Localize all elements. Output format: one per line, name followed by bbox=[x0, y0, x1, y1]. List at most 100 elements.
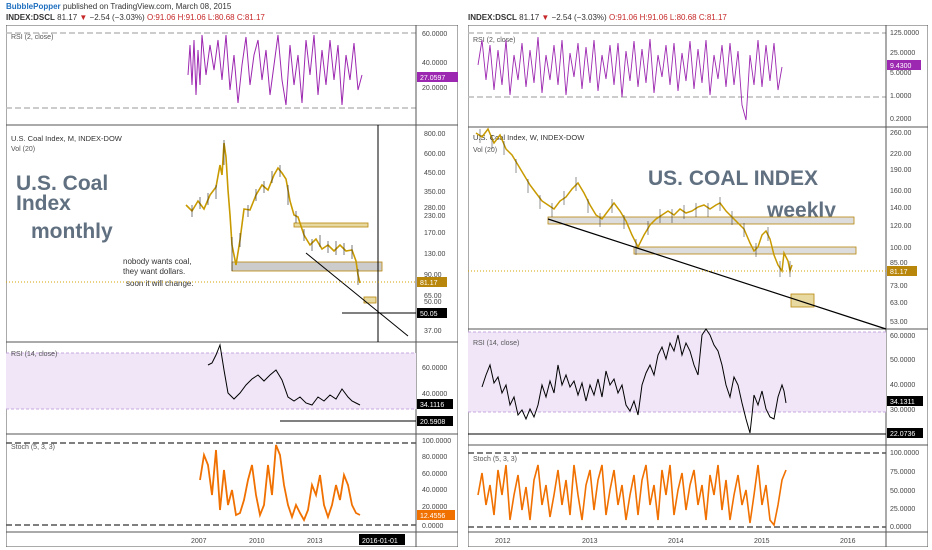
left-price-line bbox=[185, 142, 361, 284]
right-main-tick-260: 260.00 bbox=[890, 130, 912, 137]
left-change: −2.54 (−3.03%) bbox=[89, 13, 145, 22]
right-main-tick-120: 120.00 bbox=[890, 223, 912, 230]
right-stoch-tick-25: 25.0000 bbox=[890, 506, 915, 513]
left-price-bars bbox=[191, 140, 359, 285]
right-main-title: U.S. Coal Index, W, INDEX-DOW bbox=[473, 133, 585, 142]
left-vol-label: Vol (20) bbox=[11, 146, 35, 153]
right-big-title-1: US. COAL INDEX bbox=[648, 167, 818, 190]
left-main-tick-280: 280.00 bbox=[424, 205, 446, 212]
down-arrow-icon: ▼ bbox=[541, 13, 550, 22]
left-rsi14-low: 20.5908 bbox=[420, 419, 445, 426]
right-change: −2.54 (−3.03%) bbox=[551, 13, 607, 22]
left-main-tick-350: 350.00 bbox=[424, 189, 446, 196]
left-rsi2-tick-60: 60.0000 bbox=[422, 31, 447, 38]
left-target-label: 50.05 bbox=[420, 311, 438, 318]
left-rsi2-value: 27.0597 bbox=[420, 75, 445, 82]
right-big-title-2: weekly bbox=[766, 199, 836, 222]
support-box bbox=[231, 261, 383, 272]
published-text: published on TradingView.com, March 08, … bbox=[62, 2, 232, 11]
right-main-tick-140: 140.00 bbox=[890, 205, 912, 212]
left-rsi2-pane: RSI (2, close) 60.0000 40.0000 20.0000 2… bbox=[6, 25, 458, 126]
left-main-tick-230: 230.00 bbox=[424, 213, 446, 220]
note-3: soon it will change. bbox=[126, 279, 194, 288]
note-2: they want dollars. bbox=[123, 267, 185, 276]
right-high: H:91.06 bbox=[639, 13, 668, 22]
left-rsi14-title: RSI (14, close) bbox=[11, 351, 57, 358]
left-xaxis: 2007 2010 2013 2016-01-01 bbox=[6, 531, 458, 545]
left-main-pane: U.S. Coal Index, M, INDEX-DOW Vol (20) U… bbox=[6, 125, 458, 547]
left-close: C:81.17 bbox=[236, 13, 265, 22]
note-1: nobody wants coal, bbox=[123, 257, 192, 266]
left-main-tick-130: 130.00 bbox=[424, 251, 446, 258]
right-xaxis-2012: 2012 bbox=[495, 538, 511, 545]
right-stoch-tick-50: 50.0000 bbox=[890, 488, 915, 495]
right-rsi14-line bbox=[481, 328, 787, 434]
left-main-tick-50: 50.00 bbox=[424, 299, 442, 306]
right-rsi14-tick-60: 60.0000 bbox=[890, 333, 915, 340]
left-rsi14-tick-40: 40.0000 bbox=[422, 391, 447, 398]
right-xaxis-2015: 2015 bbox=[754, 538, 770, 545]
left-open: O:91.06 bbox=[146, 13, 176, 22]
left-rsi14-tick-60: 60.0000 bbox=[422, 365, 447, 372]
author-link[interactable]: BubblePopper bbox=[6, 2, 61, 11]
right-rsi2-tick-125: 125.0000 bbox=[890, 30, 919, 37]
right-stoch-title: Stoch (5, 3, 3) bbox=[473, 456, 517, 463]
right-chart: RSI (2, close) 125.0000 25.0000 5.0000 1… bbox=[468, 25, 928, 547]
left-main-tick-37: 37.00 bbox=[424, 328, 442, 335]
right-main-tick-160: 160.00 bbox=[890, 188, 912, 195]
left-big-title-2: Index bbox=[16, 192, 71, 215]
left-high: H:91.06 bbox=[177, 13, 206, 22]
right-stoch-tick-75: 75.0000 bbox=[890, 469, 915, 476]
left-price-label: 81.17 bbox=[420, 280, 438, 287]
right-rsi14-tick-40: 40.0000 bbox=[890, 382, 915, 389]
left-main-tick-65: 65.00 bbox=[424, 293, 442, 300]
right-last: 81.17 bbox=[519, 13, 540, 22]
right-low: L:80.68 bbox=[669, 13, 697, 22]
left-xaxis-2013: 2013 bbox=[307, 538, 323, 545]
right-main-tick-85: 85.00 bbox=[890, 260, 908, 267]
right-rsi14-value: 34.1311 bbox=[890, 399, 915, 406]
right-main-pane: U.S. Coal Index, W, INDEX-DOW Vol (20) U… bbox=[468, 127, 928, 547]
left-stoch-tick-20: 20.0000 bbox=[422, 504, 447, 511]
left-symbol: INDEX:DSCL bbox=[6, 13, 55, 22]
right-main-tick-53: 53.00 bbox=[890, 319, 908, 326]
support-box bbox=[633, 246, 857, 255]
right-quote-line: INDEX:DSCL 81.17 ▼ −2.54 (−3.03%) O:91.0… bbox=[468, 13, 727, 22]
right-main-tick-73: 73.00 bbox=[890, 283, 908, 290]
left-stoch-tick-60: 60.0000 bbox=[422, 471, 447, 478]
trend-line bbox=[305, 252, 409, 337]
resistance-box bbox=[547, 216, 855, 225]
right-rsi2-value: 9.4300 bbox=[890, 63, 912, 70]
left-big-title-3: monthly bbox=[31, 220, 113, 243]
right-stoch-line bbox=[477, 464, 787, 527]
down-arrow-icon: ▼ bbox=[79, 13, 88, 22]
right-rsi2-line bbox=[477, 36, 783, 121]
left-stoch-line bbox=[199, 444, 361, 523]
left-date-label: 2016-01-01 bbox=[362, 538, 398, 545]
right-rsi2-tick-02: 0.2000 bbox=[890, 116, 912, 123]
left-chart: RSI (2, close) 60.0000 40.0000 20.0000 2… bbox=[6, 25, 458, 547]
left-stoch-tick-80: 80.0000 bbox=[422, 454, 447, 461]
left-stoch-value: 12.4556 bbox=[420, 513, 445, 520]
publisher-line: BubblePopper published on TradingView.co… bbox=[6, 2, 231, 11]
left-xaxis-2007: 2007 bbox=[191, 538, 207, 545]
right-main-tick-63: 63.00 bbox=[890, 300, 908, 307]
left-stoch-title: Stoch (5, 3, 3) bbox=[11, 444, 55, 451]
left-rsi2-tick-20: 20.0000 bbox=[422, 85, 447, 92]
right-main-tick-100: 100.00 bbox=[890, 245, 912, 252]
right-rsi14-tick-30: 30.0000 bbox=[890, 407, 915, 414]
right-xaxis-2014: 2014 bbox=[668, 538, 684, 545]
left-stoch-tick-100: 100.0000 bbox=[422, 438, 451, 445]
right-rsi14-tick-50: 50.0000 bbox=[890, 357, 915, 364]
right-open: O:91.06 bbox=[608, 13, 638, 22]
right-xaxis-2013: 2013 bbox=[582, 538, 598, 545]
left-last: 81.17 bbox=[57, 13, 78, 22]
right-rsi2-tick-5: 5.0000 bbox=[890, 70, 912, 77]
resistance-box bbox=[293, 222, 369, 228]
right-rsi2-tick-1: 1.0000 bbox=[890, 93, 912, 100]
right-price-line bbox=[475, 127, 793, 274]
right-xaxis: 2012 2013 2014 2015 2016 bbox=[468, 531, 928, 545]
right-rsi2-pane: RSI (2, close) 125.0000 25.0000 5.0000 1… bbox=[468, 25, 928, 128]
left-rsi2-tick-40: 40.0000 bbox=[422, 60, 447, 67]
